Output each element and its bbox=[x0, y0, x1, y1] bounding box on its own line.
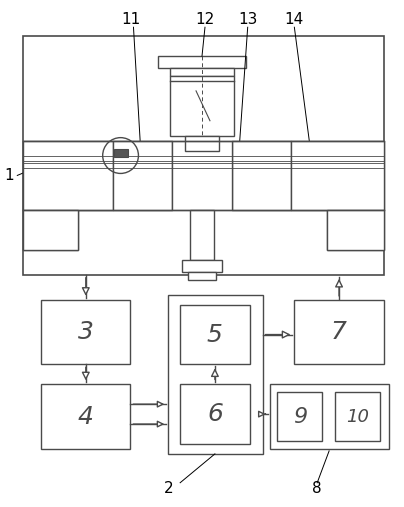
Bar bbox=[295, 300, 384, 365]
Bar bbox=[41, 300, 130, 365]
Bar bbox=[170, 76, 234, 136]
Bar bbox=[170, 68, 234, 76]
Bar bbox=[23, 36, 384, 275]
Text: 6: 6 bbox=[207, 402, 223, 426]
Bar bbox=[232, 140, 291, 210]
Bar bbox=[172, 140, 232, 210]
Text: 10: 10 bbox=[346, 408, 369, 425]
Text: 2: 2 bbox=[164, 481, 173, 496]
Text: 1: 1 bbox=[4, 168, 14, 183]
Bar bbox=[327, 210, 384, 250]
Text: 3: 3 bbox=[78, 320, 94, 344]
Text: 4: 4 bbox=[78, 405, 94, 428]
Bar bbox=[180, 305, 250, 365]
Bar bbox=[190, 210, 214, 260]
Text: 5: 5 bbox=[207, 322, 223, 347]
Bar bbox=[278, 392, 322, 441]
Bar bbox=[23, 210, 78, 250]
Bar bbox=[327, 210, 384, 250]
Text: 9: 9 bbox=[293, 407, 307, 426]
Bar bbox=[41, 384, 130, 449]
Bar bbox=[269, 384, 389, 449]
Bar bbox=[180, 384, 250, 444]
Bar bbox=[113, 140, 172, 210]
Text: 7: 7 bbox=[331, 320, 347, 344]
Bar bbox=[185, 136, 219, 151]
Bar bbox=[114, 149, 128, 157]
Bar bbox=[232, 140, 291, 210]
Bar bbox=[182, 260, 222, 272]
Bar bbox=[291, 140, 384, 210]
Bar bbox=[23, 140, 113, 210]
Bar bbox=[172, 140, 232, 210]
Text: 14: 14 bbox=[285, 12, 304, 27]
Bar bbox=[188, 272, 216, 280]
Bar bbox=[168, 295, 263, 454]
Bar bbox=[158, 56, 246, 68]
Bar bbox=[291, 140, 384, 210]
Text: 8: 8 bbox=[312, 481, 322, 496]
Text: 13: 13 bbox=[238, 12, 257, 27]
Bar bbox=[335, 392, 380, 441]
Bar bbox=[23, 140, 113, 210]
Bar bbox=[23, 210, 78, 250]
Text: 11: 11 bbox=[121, 12, 140, 27]
Text: 12: 12 bbox=[196, 12, 215, 27]
Bar bbox=[113, 140, 172, 210]
